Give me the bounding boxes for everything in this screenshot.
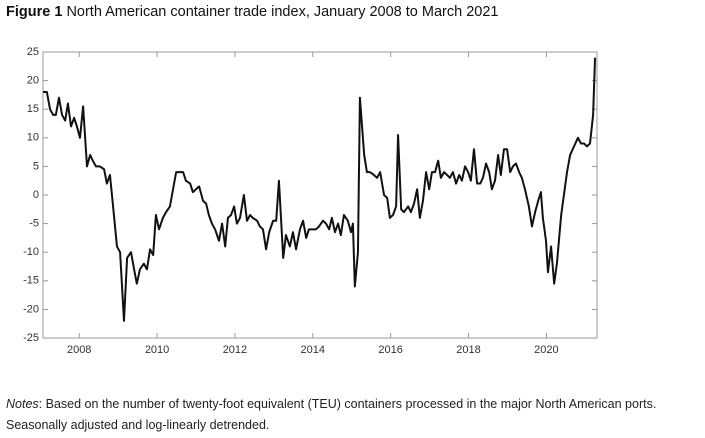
y-tick-label: -25 (23, 332, 39, 344)
x-tick-label: 2008 (67, 344, 91, 356)
y-tick-label: -15 (23, 275, 39, 287)
x-tick-label: 2016 (378, 344, 402, 356)
x-tick-label: 2020 (534, 344, 558, 356)
y-tick-label: 5 (33, 160, 39, 172)
y-tick-label: 10 (27, 132, 39, 144)
x-tick-label: 2014 (301, 344, 325, 356)
notes-line: Notes: Based on the number of twenty-foo… (6, 394, 656, 415)
y-tick-label: -20 (23, 303, 39, 315)
y-tick-label: 20 (27, 75, 39, 87)
y-tick-label: -10 (23, 246, 39, 258)
x-tick-label: 2018 (456, 344, 480, 356)
y-tick-label: -5 (29, 218, 39, 230)
figure-label: Figure 1 (6, 4, 63, 20)
y-tick-label: 0 (33, 189, 39, 201)
y-tick-label: 15 (27, 103, 39, 115)
notes-line: Seasonally adjusted and log-linearly det… (6, 418, 270, 432)
x-tick-label: 2012 (223, 344, 247, 356)
x-tick-label: 2010 (145, 344, 169, 356)
notes-text: : Based on the number of twenty-foot equ… (38, 397, 657, 411)
chart: -25 -20 -15 -10 -5 0 5 10 15 20 25 2008 2010 2012 2014… (23, 46, 598, 356)
data-line (43, 57, 597, 322)
notes: Notes: Based on the number of twenty-foo… (6, 394, 656, 436)
chart-title: North American container trade index, Ja… (66, 4, 499, 20)
notes-label: Notes (6, 397, 39, 411)
figure-title: Figure 1 North American container trade … (6, 4, 498, 20)
y-tick-label: 25 (27, 46, 39, 58)
